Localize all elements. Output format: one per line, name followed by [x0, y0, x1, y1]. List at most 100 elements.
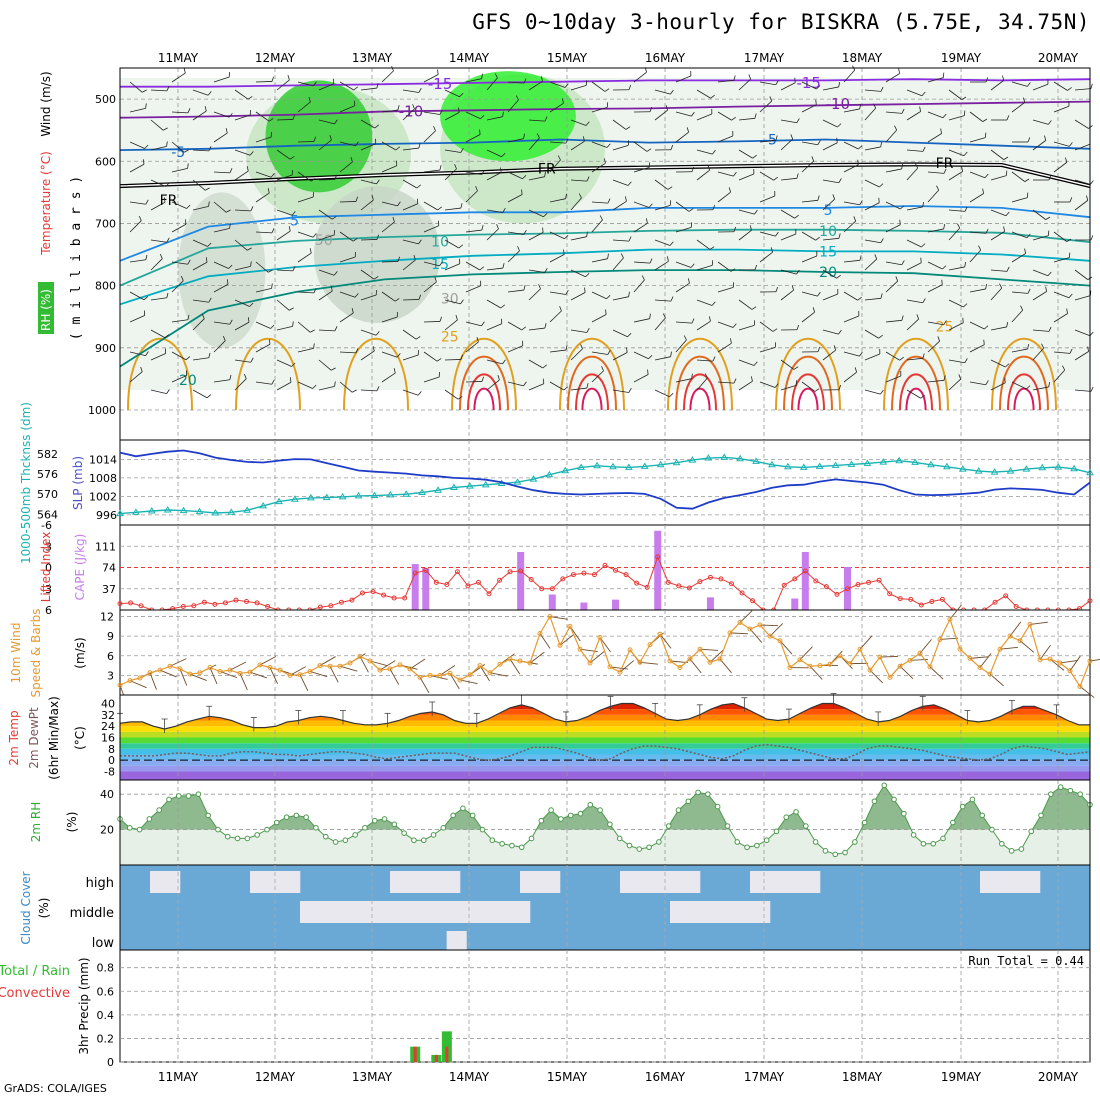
wind-barb-flag [371, 195, 374, 201]
cloud-gap [400, 901, 411, 923]
y-tick-label: 800 [95, 280, 116, 293]
wind-barb-flag [564, 83, 569, 88]
wind-barb [1011, 102, 1026, 113]
wind-barb-flag [334, 381, 336, 387]
wind-barb-flag [334, 326, 338, 332]
wind10m-barb [299, 674, 309, 692]
wind-barb-flag [376, 179, 380, 185]
wind-barb [1053, 313, 1068, 323]
wind-barb-flag [330, 286, 333, 292]
wind-barb-flag [494, 73, 498, 79]
wind-barb [1053, 162, 1068, 173]
wind-speed-point [477, 663, 483, 669]
rh-point [616, 835, 623, 842]
wind-barb-flag [838, 178, 842, 183]
wind-barb [654, 179, 669, 190]
wind-barb [423, 225, 439, 233]
isotherm-cell [689, 387, 711, 411]
wind-barb [759, 231, 776, 237]
thickness-point [863, 459, 872, 466]
wind-barb-flag [270, 324, 275, 329]
wind-barb-flag [607, 349, 611, 355]
wind-barb [654, 356, 671, 361]
date-label-top: 14MAY [449, 51, 490, 65]
temp-tick-label: 0 [108, 754, 115, 767]
wind-barb-flag [479, 266, 485, 271]
wind-barb [906, 357, 923, 361]
wind-barb-flag [749, 225, 752, 231]
wind-barb [171, 201, 187, 209]
wind-barb [444, 299, 461, 305]
wind-barb [738, 78, 751, 91]
li-point [191, 603, 197, 609]
li-point [465, 583, 471, 589]
wind-barb [297, 321, 311, 333]
wind-barb-flag [142, 89, 147, 93]
wind10m-barb [719, 658, 732, 674]
wind-barb [234, 239, 248, 251]
wind-barb-flag [943, 168, 947, 174]
wind-barb [276, 209, 293, 216]
cloud-gap [670, 901, 681, 923]
cloud-gap [770, 871, 781, 893]
wind-barb [612, 144, 629, 151]
wind-barb [696, 359, 713, 362]
wind-barb [192, 389, 208, 399]
wind-barb [234, 114, 251, 121]
wind-barb [213, 201, 227, 213]
wind-speed-point [827, 661, 833, 667]
wind-barb [780, 384, 797, 391]
li-point [265, 603, 271, 609]
rh-point [401, 830, 407, 836]
wind-barb [1074, 329, 1091, 337]
cloud-gap [490, 901, 501, 923]
wind-barb [1032, 140, 1047, 151]
wind-barb [822, 237, 839, 241]
thickness-point [513, 478, 522, 485]
cloud-gap [620, 871, 631, 893]
wind-barb [1032, 83, 1049, 91]
y-tick-label: 900 [95, 342, 116, 355]
li-point [222, 600, 228, 606]
wind-barb [465, 134, 481, 143]
wind-speed-point [167, 663, 173, 669]
wind-barb-flag [648, 355, 653, 360]
wind-barb [234, 89, 249, 100]
wind10m-barb [559, 633, 575, 646]
wind-barb [339, 231, 354, 242]
wind-barb-flag [439, 261, 443, 267]
wind-speed-point [847, 661, 853, 667]
wind-barb-flag [481, 169, 485, 175]
wind-speed-point [657, 631, 663, 637]
wind-barb [591, 314, 607, 323]
wind-barb-flag [752, 154, 757, 159]
wind-barb-flag [287, 75, 290, 81]
wind-barb-flag [625, 196, 627, 202]
wind-speed-point [677, 665, 683, 671]
wind-barb [927, 340, 940, 353]
wind10m-barb [359, 656, 369, 673]
wind-barb [990, 359, 1006, 368]
wind-barb-flag [515, 95, 519, 101]
wind-barb-flag [774, 383, 779, 388]
wind-barb-flag [985, 283, 987, 290]
cape-bar [422, 568, 430, 610]
wind-barb-flag [985, 380, 989, 385]
wind-speed-point [957, 646, 963, 652]
wind-barb [402, 108, 415, 121]
wind-barb [276, 359, 292, 367]
wind-speed-point [627, 647, 633, 653]
contour-label: 50 [315, 233, 333, 249]
wind-barb [591, 258, 608, 263]
wind-barb-flag [222, 335, 226, 341]
wind-barb [276, 326, 293, 331]
wind-barb [864, 89, 881, 92]
wind-barb [717, 171, 734, 177]
thickness-point [147, 506, 156, 514]
wind-barb [192, 179, 206, 191]
wind-barb [444, 239, 460, 249]
rh-point [430, 832, 437, 838]
wind-barb [318, 234, 335, 241]
rh-point [812, 839, 819, 845]
wind10m-barb [989, 673, 1004, 687]
